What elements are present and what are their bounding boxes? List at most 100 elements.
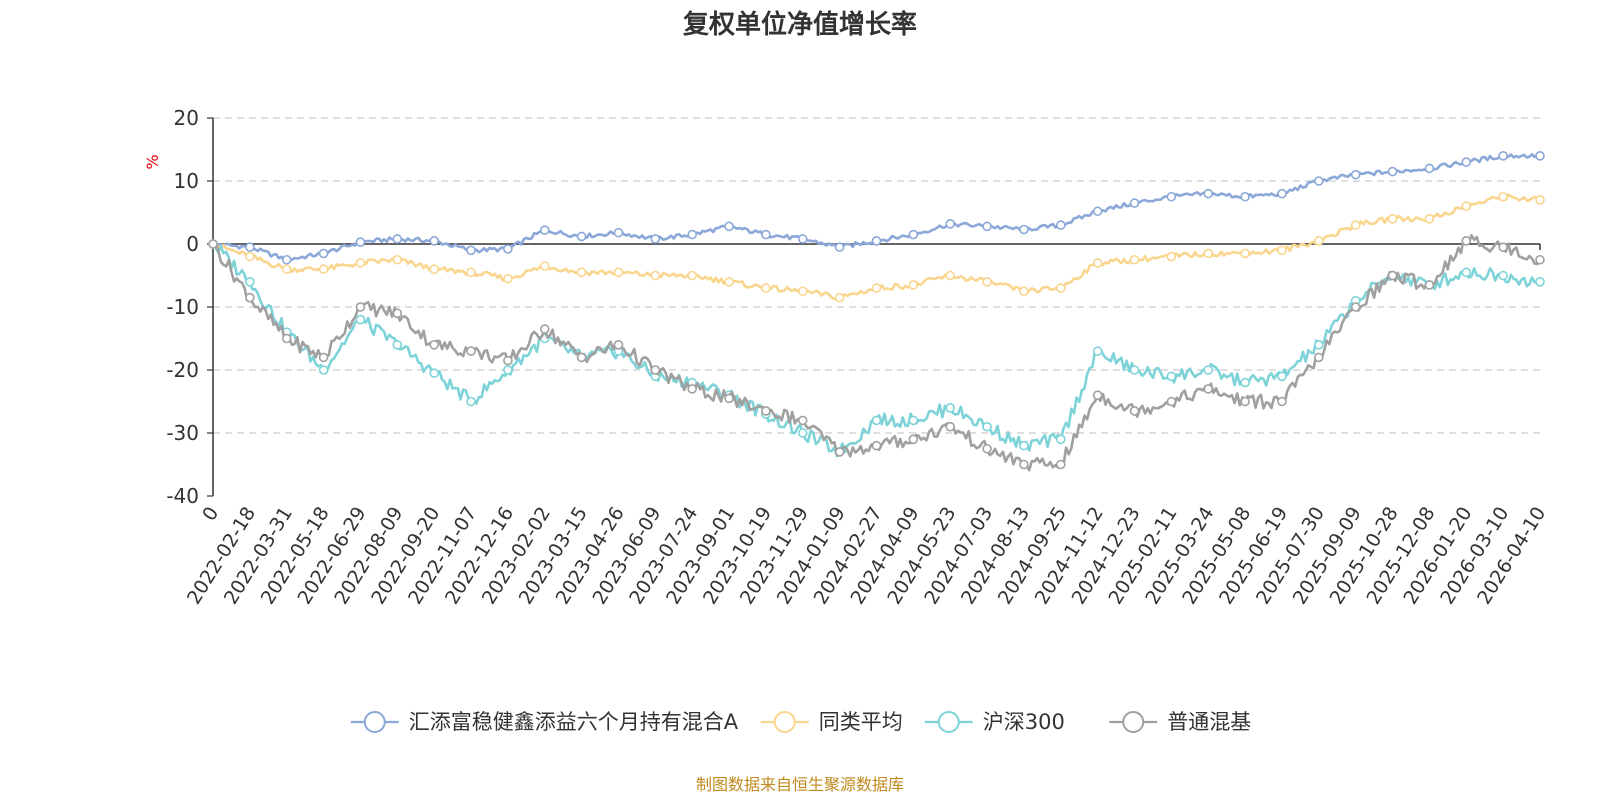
data-point: [1498, 270, 1508, 281]
data-point: [871, 236, 882, 246]
legend-item-0[interactable]: 汇添富稳健鑫添益六个月持有混合A: [350, 710, 739, 734]
data-point: [1461, 201, 1472, 211]
data-point: [355, 258, 366, 268]
data-point: [982, 221, 992, 232]
data-point: [1203, 384, 1214, 394]
data-point: [1314, 176, 1324, 186]
data-point: [1240, 396, 1250, 407]
data-point: [834, 447, 845, 457]
data-point: [245, 292, 255, 303]
data-point: [392, 339, 403, 350]
data-point: [834, 242, 845, 252]
data-point: [392, 254, 403, 265]
data-point: [1461, 267, 1472, 278]
data-point: [1056, 434, 1066, 445]
data-point: [503, 273, 513, 284]
data-point: [1166, 396, 1177, 407]
data-point: [208, 239, 218, 249]
data-point: [834, 292, 845, 303]
data-point: [429, 264, 439, 275]
series-1: [208, 191, 1545, 303]
data-point: [1535, 151, 1545, 161]
data-point: [1203, 188, 1214, 199]
legend-item-1[interactable]: 同类平均: [760, 710, 903, 734]
data-point: [945, 219, 956, 229]
data-point: [613, 227, 624, 238]
data-point: [1387, 214, 1398, 224]
data-point: [871, 440, 882, 451]
data-point: [355, 237, 366, 247]
data-point: [245, 276, 255, 287]
legend-label: 普通混基: [1167, 710, 1251, 734]
data-point: [908, 434, 919, 445]
data-point: [1535, 276, 1545, 287]
data-point: [1092, 206, 1103, 217]
data-source-note: 制图数据来自恒生聚源数据库: [696, 775, 904, 794]
data-point: [1498, 191, 1508, 202]
data-point: [1314, 339, 1324, 350]
y-tick-label: -40: [166, 484, 199, 508]
data-point: [1129, 406, 1140, 416]
data-point: [1056, 459, 1066, 470]
data-point: [982, 421, 992, 432]
data-point: [1166, 371, 1177, 382]
legend-circle-marker: [937, 711, 960, 733]
data-point: [687, 270, 697, 281]
data-point: [1461, 236, 1472, 246]
data-point: [318, 248, 329, 259]
y-tick-label: -20: [166, 358, 199, 382]
legend-item-3[interactable]: 普通混基: [1109, 710, 1251, 734]
data-point: [429, 236, 439, 246]
data-point: [1387, 166, 1398, 177]
data-point: [1056, 283, 1066, 293]
grid-lines: [213, 117, 1540, 434]
legend-circle-marker: [363, 711, 386, 733]
data-point: [724, 276, 734, 287]
data-point: [318, 352, 329, 363]
data-point: [1350, 302, 1361, 312]
data-point: [1203, 365, 1214, 375]
data-point: [392, 234, 403, 244]
data-point: [797, 286, 808, 297]
y-tick-label: 10: [174, 169, 199, 193]
data-point: [724, 393, 734, 404]
y-tick-label: -10: [166, 295, 199, 319]
data-point: [650, 365, 661, 375]
data-point: [871, 415, 882, 426]
data-point: [1019, 224, 1029, 235]
data-point: [1277, 188, 1287, 199]
data-point: [982, 443, 992, 454]
data-point: [1092, 346, 1103, 356]
data-point: [945, 421, 956, 432]
data-point: [1166, 191, 1177, 202]
data-point: [1019, 440, 1029, 451]
data-point: [539, 324, 550, 334]
data-point: [1424, 280, 1435, 290]
data-point: [1350, 220, 1361, 230]
data-point: [281, 333, 292, 344]
chart-title: 复权单位净值增长率: [683, 9, 917, 40]
legend[interactable]: 汇添富稳健鑫添益六个月持有混合A 同类平均 沪深300 普通混基: [350, 710, 1252, 734]
data-point: [318, 264, 329, 275]
legend-item-2[interactable]: 沪深300: [924, 710, 1065, 734]
data-point: [1314, 352, 1324, 363]
data-point: [613, 267, 624, 278]
data-point: [245, 251, 255, 262]
data-point: [1461, 157, 1472, 167]
data-point: [576, 231, 587, 242]
data-point: [503, 355, 513, 366]
data-point: [1424, 214, 1435, 224]
data-point: [1056, 220, 1066, 230]
data-point: [945, 270, 956, 281]
data-point: [724, 221, 734, 232]
y-axis-unit-label: %: [143, 154, 162, 169]
data-point: [1019, 286, 1029, 297]
data-point: [539, 225, 550, 235]
data-point: [687, 229, 697, 240]
data-point: [466, 245, 476, 256]
data-point: [908, 280, 919, 290]
data-point: [797, 234, 808, 244]
data-point: [1277, 245, 1287, 256]
